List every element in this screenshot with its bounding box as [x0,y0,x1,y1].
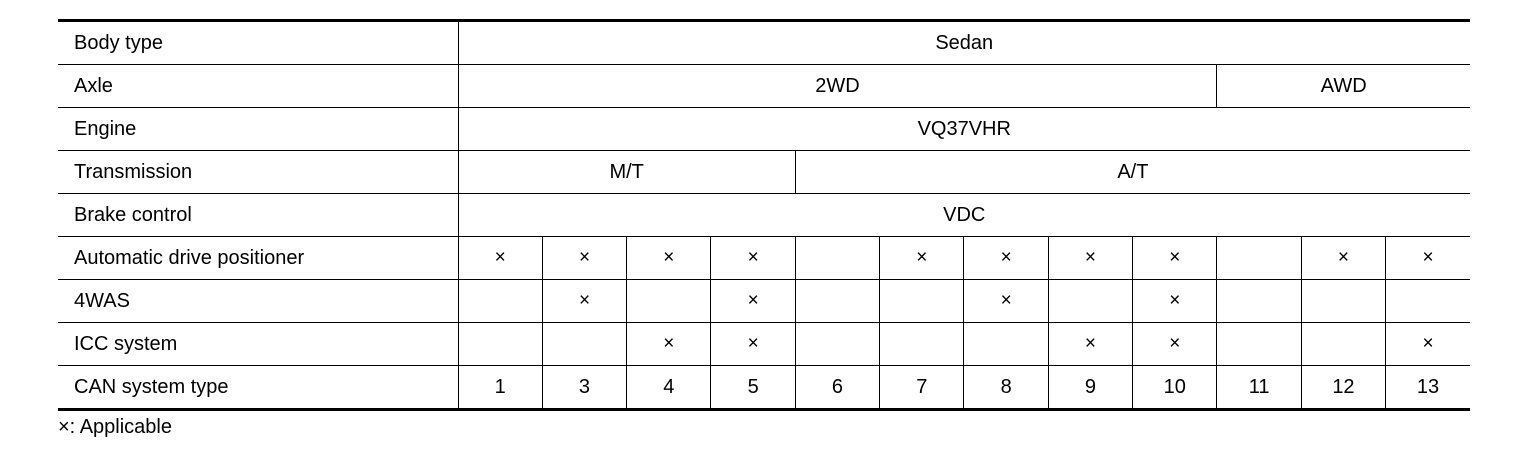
table-cell: 1 [457,365,543,410]
table-cell: × [541,279,628,323]
table-cell: × [1132,236,1218,280]
table-row: Engine VQ37VHR [58,107,1470,151]
table-cell [794,322,881,366]
table-cell [794,236,881,280]
row-label: Automatic drive positioner [58,236,459,280]
table-cell [1216,322,1302,366]
row-label: ICC system [58,322,459,366]
table-cell: A/T [794,150,1470,194]
table-cell: × [710,236,796,280]
table-cell [1216,279,1302,323]
row-label: Transmission [58,150,459,194]
table-cell [1047,279,1134,323]
table-row: Brake control VDC [58,193,1470,237]
row-label: 4WAS [58,279,459,323]
table-cell [963,322,1049,366]
table-row: Transmission M/T A/T [58,150,1470,194]
table-cell [457,322,543,366]
table-cell [1300,322,1387,366]
table-cell: × [1132,322,1218,366]
table-cell: 10 [1132,365,1218,410]
table-row: Body type Sedan [58,20,1470,65]
table-cell: × [541,236,628,280]
table-cell: × [1047,236,1134,280]
table-cell: AWD [1216,64,1470,108]
table-cell: 2WD [457,64,1218,108]
table-cell: × [963,279,1049,323]
can-system-type-table: Body type Sedan Axle 2WD AWD Engine VQ37VHR Tra… [58,19,1470,411]
table-cell: VQ37VHR [457,107,1470,151]
table-cell [1385,279,1470,323]
table-cell: 9 [1047,365,1134,410]
table-cell: VDC [457,193,1470,237]
table-cell [541,322,628,366]
table-cell [626,279,712,323]
table-row: Axle 2WD AWD [58,64,1470,108]
table-cell: M/T [457,150,796,194]
row-label: Engine [58,107,459,151]
table-cell [794,279,881,323]
table-cell: Sedan [457,20,1470,65]
table-cell: × [963,236,1049,280]
table-cell: 8 [963,365,1049,410]
row-label: Brake control [58,193,459,237]
table-cell: × [710,322,796,366]
table-cell [879,279,965,323]
row-label: Body type [58,20,459,65]
table-row: 4WAS × × × × [58,279,1470,323]
table-cell: 6 [794,365,881,410]
row-label: Axle [58,64,459,108]
table-row: ICC system × × × × × [58,322,1470,366]
row-label: CAN system type [58,365,459,410]
table-cell: 3 [541,365,628,410]
table-cell: 5 [710,365,796,410]
table-cell: × [1132,279,1218,323]
table-cell: 11 [1216,365,1302,410]
table-cell: × [1047,322,1134,366]
table-cell: × [626,236,712,280]
table-cell: 13 [1385,365,1470,410]
table-cell: × [710,279,796,323]
table-cell: × [457,236,543,280]
table-cell: 7 [879,365,965,410]
table-cell [457,279,543,323]
table-cell: 12 [1300,365,1387,410]
table-cell [879,322,965,366]
footnote: ×: Applicable [58,416,172,438]
table-cell: × [1300,236,1387,280]
table-row: Automatic drive positioner × × × × × × × × × × [58,236,1470,280]
table-row: CAN system type 1 3 4 5 6 7 8 9 10 11 12 13 [58,365,1470,410]
table-cell: × [1385,322,1470,366]
table-cell: × [1385,236,1470,280]
table-cell: 4 [626,365,712,410]
table-cell: × [626,322,712,366]
table-cell: × [879,236,965,280]
table-cell [1300,279,1387,323]
table-cell [1216,236,1302,280]
